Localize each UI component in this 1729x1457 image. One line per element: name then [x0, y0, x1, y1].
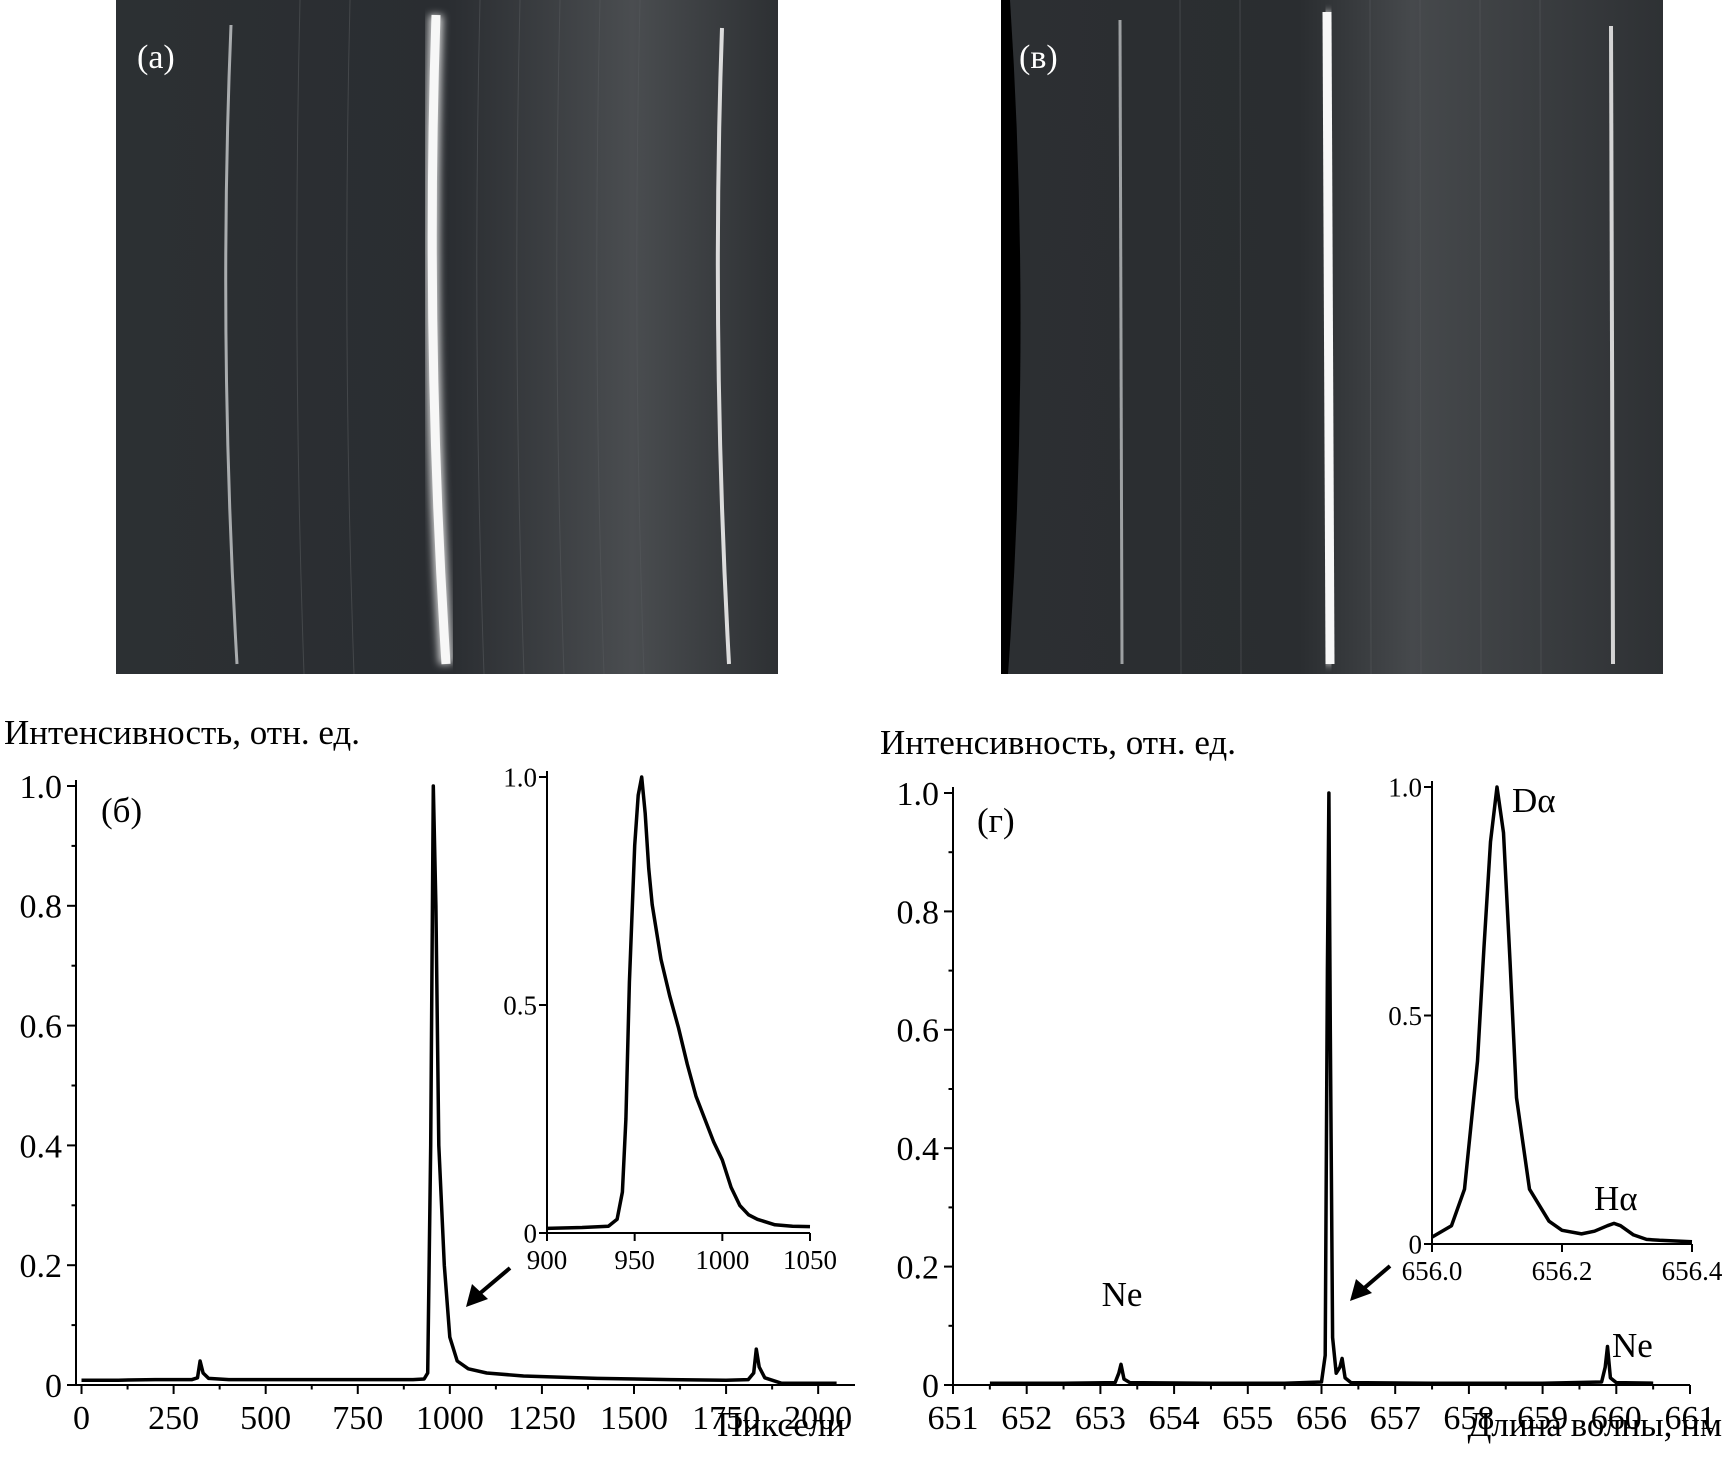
image-a-faint-lines: [296, 0, 645, 675]
chart-g-arrow-head: [1350, 1279, 1372, 1301]
chart-b-xlabel: Пиксели: [717, 1405, 845, 1444]
image-a-strong-line: [427, 14, 451, 665]
x-tick-label: 2000: [784, 1400, 852, 1437]
chart-g-inset-plot: 656.0 656.2 656.4 0 0.5 1.0: [1388, 772, 1723, 1286]
x-tick-label: 661: [1665, 1400, 1716, 1437]
series-line: [81, 784, 837, 1385]
x-tick-label: 0: [73, 1400, 90, 1437]
panel-label-v: (в): [1019, 39, 1058, 76]
panel-label-a: (а): [137, 39, 175, 76]
annotation-d-alpha: Dα: [1512, 781, 1556, 820]
x-tick-label: 1000: [416, 1400, 484, 1437]
series-line: [1431, 785, 1693, 1244]
y-tick-label: 0.6: [20, 1009, 63, 1046]
chart-g-arrow: [1350, 1264, 1392, 1301]
y-tick-label: 0.6: [897, 1013, 940, 1050]
x-tick-label: 654: [1149, 1400, 1200, 1437]
y-tick-label: 0.8: [897, 894, 940, 931]
x-tick-label: 659: [1517, 1400, 1568, 1437]
image-v-strong-line: [1322, 11, 1335, 665]
x-tick-label: 250: [148, 1400, 199, 1437]
y-tick-label: 0.8: [20, 889, 63, 926]
x-tick-label: 660: [1591, 1400, 1642, 1437]
chart-b-inset-plot: 900 950 1000 1050 0 0.5 1.0: [503, 762, 837, 1275]
chart-b-arrow-head: [466, 1284, 488, 1307]
y-tick-label: 1.0: [20, 769, 63, 806]
y-tick-label: 0.4: [20, 1128, 63, 1165]
y-tick-label: 0.5: [503, 990, 537, 1020]
x-tick-label: 1250: [508, 1400, 576, 1437]
x-tick-label: 750: [332, 1400, 383, 1437]
annotation-ne-2: Ne: [1612, 1326, 1653, 1365]
series-line: [989, 791, 1654, 1385]
y-tick-label: 0: [45, 1368, 62, 1405]
x-tick-label: 500: [240, 1400, 291, 1437]
image-v-right-line: [1609, 25, 1615, 665]
image-v-weak-line: [1118, 19, 1124, 665]
x-tick-label: 651: [928, 1400, 979, 1437]
x-tick-label: 652: [1001, 1400, 1052, 1437]
y-tick-label: 1.0: [1388, 772, 1422, 802]
y-tick-label: 0: [922, 1368, 939, 1405]
chart-b-ylabel: Интенсивность, отн. ед.: [4, 713, 360, 752]
chart-b-main-plot: 0 250 500 750 1000 1250 1500 1750 2000 0 0.2 0.4 0.6…: [20, 769, 855, 1437]
x-tick-label: 1750: [692, 1400, 760, 1437]
panel-label-b: (б): [101, 791, 142, 830]
x-tick-label: 656.4: [1662, 1256, 1723, 1286]
image-v-black-edge: [1001, 0, 1021, 674]
y-tick-label: 0.2: [20, 1248, 63, 1285]
chart-g-xlabel: Длина волны, нм: [1467, 1405, 1722, 1444]
image-v-faint-lines: [1179, 0, 1542, 675]
x-tick-label: 900: [527, 1245, 568, 1275]
x-tick-label: 1050: [783, 1245, 837, 1275]
y-tick-label: 0.4: [897, 1131, 940, 1168]
y-tick-label: 1.0: [897, 776, 940, 813]
chart-b-arrow: [466, 1266, 512, 1307]
x-tick-label: 656.2: [1532, 1256, 1593, 1286]
image-a-right-line: [715, 27, 731, 665]
chart-g-ylabel: Интенсивность, отн. ед.: [880, 723, 1236, 762]
x-tick-label: 653: [1075, 1400, 1126, 1437]
x-tick-label: 655: [1222, 1400, 1273, 1437]
chart-g-arrow-shaft: [1360, 1264, 1392, 1292]
chart-g: Интенсивность, отн. ед. (г) Длина волны,…: [880, 723, 1723, 1444]
y-tick-label: 0: [1409, 1229, 1423, 1259]
y-tick-label: 0.5: [1388, 1001, 1422, 1031]
x-tick-label: 656.0: [1402, 1256, 1463, 1286]
annotation-ne-1: Ne: [1102, 1275, 1143, 1314]
x-tick-label: 1000: [695, 1245, 749, 1275]
x-tick-label: 950: [614, 1245, 655, 1275]
image-panel-v: (в): [1001, 0, 1663, 675]
series-line: [546, 775, 811, 1231]
y-tick-label: 0: [524, 1218, 538, 1248]
x-tick-label: 656: [1296, 1400, 1347, 1437]
x-tick-label: 1500: [600, 1400, 668, 1437]
chart-b-arrow-shaft: [476, 1266, 512, 1297]
chart-b: Интенсивность, отн. ед. (б) Пиксели 0 250…: [4, 713, 855, 1444]
x-tick-label: 658: [1443, 1400, 1494, 1437]
y-tick-label: 1.0: [503, 762, 537, 792]
image-a-weak-line: [224, 24, 239, 665]
y-tick-label: 0.2: [897, 1250, 940, 1287]
image-panel-a: (а): [116, 0, 778, 675]
chart-g-main-plot: 651 652 653 654 655 656 657 658 659 660 661 0 0.2 0.4…: [897, 776, 1716, 1437]
annotation-h-alpha: Hα: [1594, 1179, 1638, 1218]
x-tick-label: 657: [1370, 1400, 1421, 1437]
panel-label-g: (г): [977, 801, 1015, 840]
